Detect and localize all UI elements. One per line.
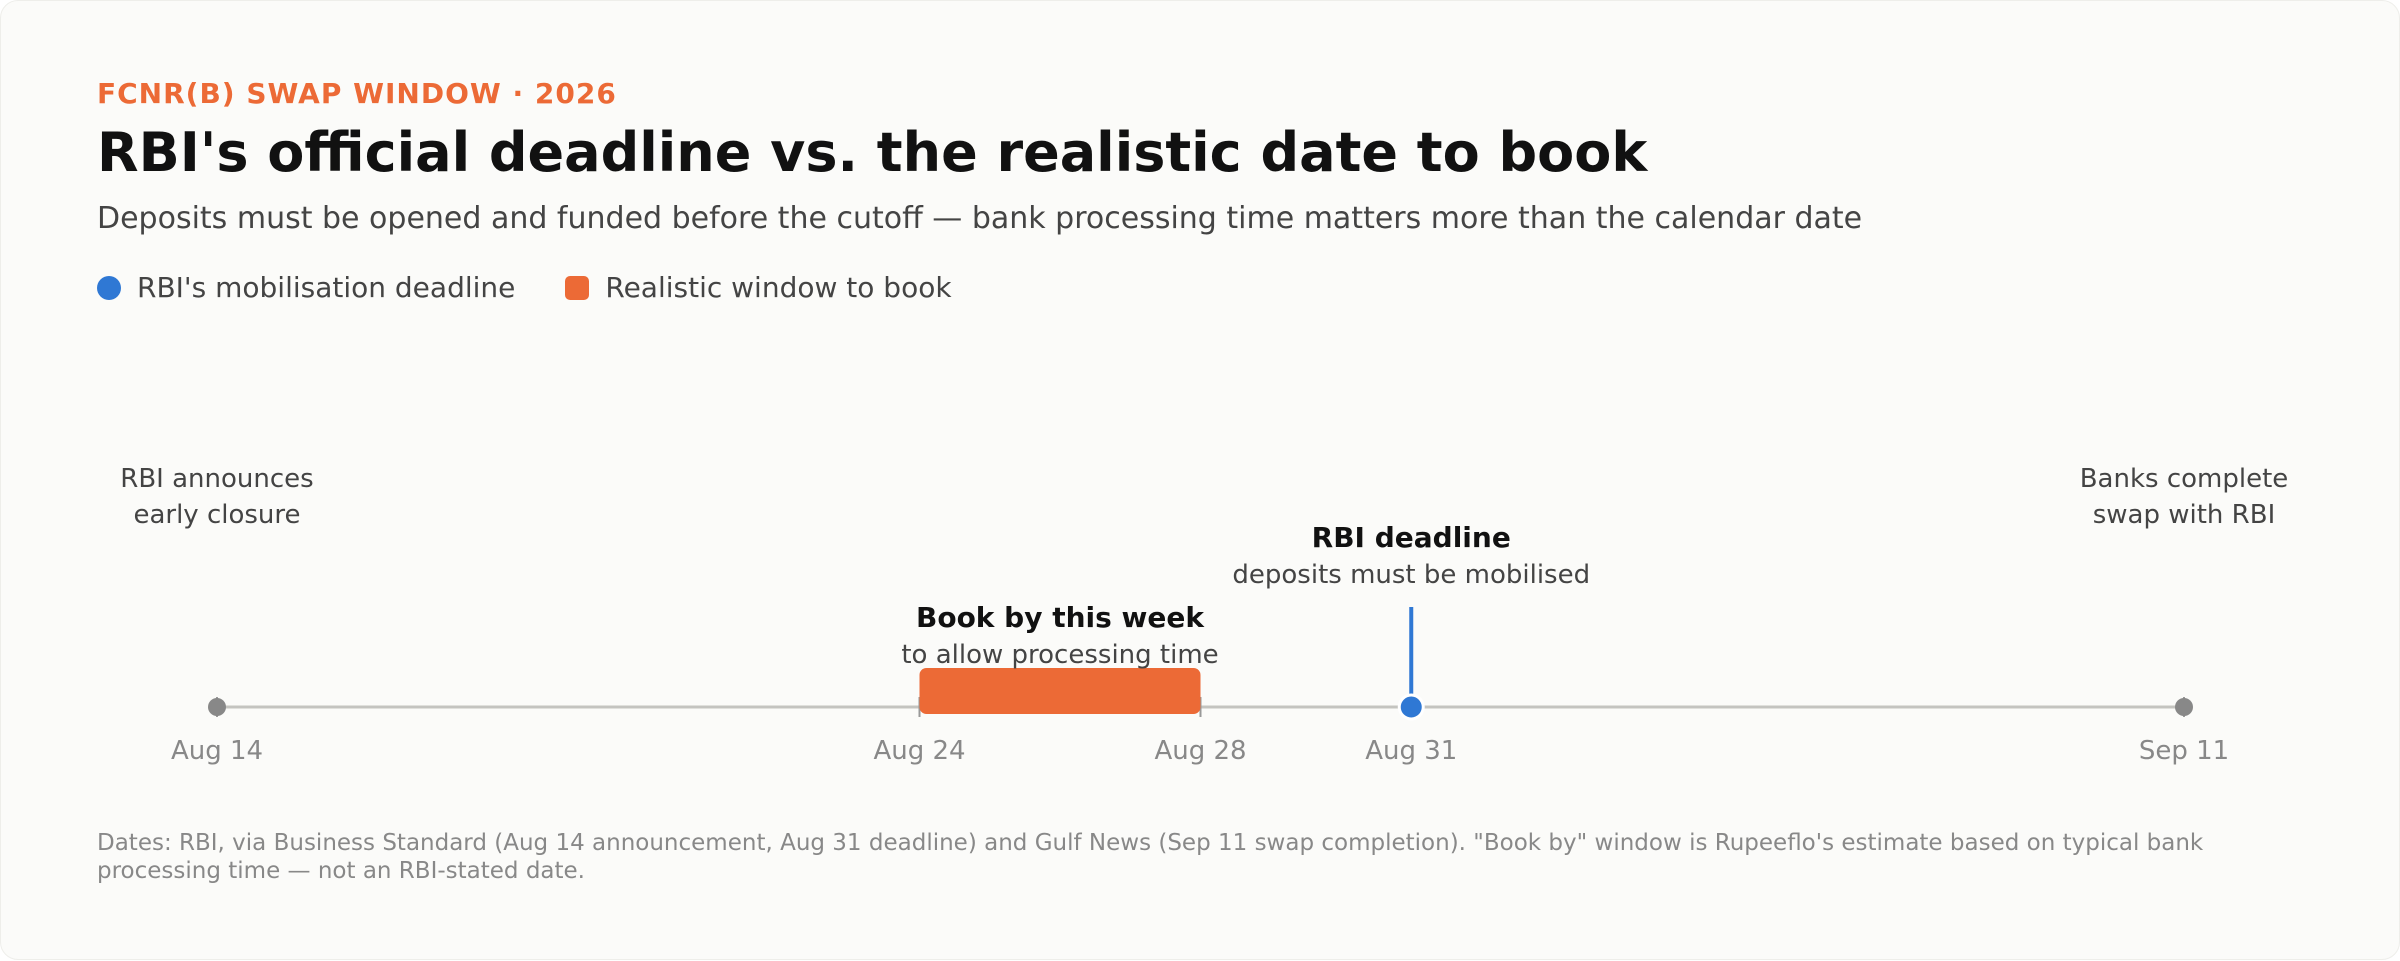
event-dot bbox=[2175, 698, 2193, 716]
x-tick-label: Aug 14 bbox=[171, 736, 263, 766]
event-label: early closure bbox=[133, 500, 300, 530]
deadline-label: RBI deadline bbox=[1312, 521, 1511, 554]
legend-label: Realistic window to book bbox=[605, 271, 952, 304]
legend-swatch bbox=[565, 275, 590, 300]
window-label: Book by this week bbox=[916, 601, 1205, 634]
legend-label: RBI's mobilisation deadline bbox=[137, 271, 516, 304]
deadline-dot bbox=[1397, 693, 1425, 721]
event-label: Banks complete bbox=[2080, 464, 2289, 494]
deadline-sublabel: deposits must be mobilised bbox=[1232, 560, 1590, 590]
eyebrow: FCNR(B) SWAP WINDOW · 2026 bbox=[97, 77, 617, 110]
footnote: Dates: RBI, via Business Standard (Aug 1… bbox=[97, 830, 2204, 884]
x-tick-label: Aug 31 bbox=[1365, 736, 1457, 766]
x-tick-label: Sep 11 bbox=[2139, 736, 2229, 766]
subtitle: Deposits must be opened and funded befor… bbox=[97, 201, 1863, 236]
legend-item: RBI's mobilisation deadline bbox=[97, 271, 515, 304]
window-sublabel: to allow processing time bbox=[901, 640, 1218, 670]
event-label: RBI announces bbox=[120, 464, 313, 494]
legend-swatch bbox=[97, 275, 121, 300]
x-tick-label: Aug 28 bbox=[1154, 736, 1246, 766]
x-tick-label: Aug 24 bbox=[873, 736, 965, 766]
event-dot bbox=[208, 698, 226, 716]
legend: RBI's mobilisation deadline Realistic win… bbox=[97, 271, 952, 304]
legend-item: Realistic window to book bbox=[565, 271, 952, 304]
chart-title: RBI's official deadline vs. the realisti… bbox=[97, 121, 1648, 184]
book-window bbox=[919, 668, 1201, 714]
event-label: swap with RBI bbox=[2093, 500, 2276, 530]
